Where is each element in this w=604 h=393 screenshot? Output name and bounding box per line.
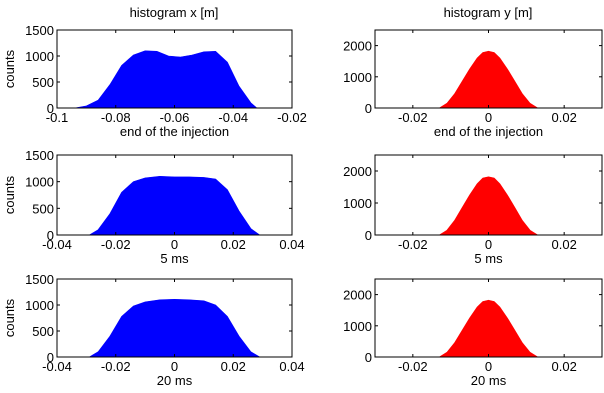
x-tick-label: -0.08	[101, 110, 131, 125]
x-tick-label: 0	[485, 110, 492, 125]
x-axis-label: end of the injection	[120, 124, 229, 139]
x-tick-label: -0.1	[46, 110, 68, 125]
x-axis-label: 20 ms	[471, 373, 507, 388]
y-tick-label: 1000	[25, 298, 54, 313]
x-axis-label: end of the injection	[434, 124, 543, 139]
y-tick-label: 0	[365, 101, 372, 116]
x-tick-label: -0.04	[42, 359, 72, 374]
y-tick-label: 0	[47, 228, 54, 243]
y-tick-label: 1000	[343, 319, 372, 334]
panel-x-0: -0.1 -0.08 -0.06 -0.04 -0.02 0 500 1000 1500 end …	[2, 23, 307, 139]
y-tick-label: 1500	[25, 148, 54, 163]
y-tick-label: 1000	[343, 196, 372, 211]
y-axis-label: counts	[2, 49, 17, 88]
x-axis-label: 5 ms	[474, 251, 503, 266]
x-tick-label: -0.02	[398, 359, 428, 374]
histogram-fill	[88, 175, 261, 236]
y-tick-label: 0	[47, 350, 54, 365]
y-tick-label: 1000	[25, 175, 54, 190]
x-tick-label: 0.02	[552, 110, 577, 125]
x-axis-label: 5 ms	[160, 251, 189, 266]
y-axis-label: counts	[2, 175, 17, 214]
x-tick-label: -0.02	[398, 110, 428, 125]
y-axis-label: counts	[2, 298, 17, 337]
x-tick-label: 0.02	[221, 359, 246, 374]
y-tick-label: 1500	[25, 272, 54, 287]
y-tick-label: 0	[365, 228, 372, 243]
histogram-fill	[438, 299, 539, 358]
x-tick-label: -0.02	[101, 237, 131, 252]
x-tick-label: -0.04	[218, 110, 248, 125]
left-column-title: histogram x [m]	[130, 5, 219, 20]
x-tick-label: -0.04	[42, 237, 72, 252]
x-tick-label: 0	[171, 359, 178, 374]
y-tick-label: 1000	[25, 49, 54, 64]
panel-y-0: -0.02 0 0.02 0 1000 2000 end of the injection	[343, 29, 603, 139]
x-tick-label: 0.02	[552, 359, 577, 374]
y-tick-label: 500	[32, 324, 54, 339]
x-tick-label: 0.04	[279, 237, 304, 252]
histogram-fill	[438, 50, 539, 109]
y-tick-label: 500	[32, 75, 54, 90]
y-tick-label: 2000	[343, 164, 372, 179]
y-tick-label: 2000	[343, 39, 372, 54]
y-tick-label: 1500	[25, 23, 54, 38]
x-tick-label: 0.04	[279, 359, 304, 374]
x-tick-label: -0.06	[160, 110, 190, 125]
y-tick-label: 2000	[343, 288, 372, 303]
y-tick-label: 500	[32, 201, 54, 216]
histogram-fill	[88, 298, 261, 358]
x-tick-label: 0.02	[221, 237, 246, 252]
x-tick-label: 0	[485, 359, 492, 374]
y-tick-label: 1000	[343, 70, 372, 85]
panel-y-1: -0.02 0 0.02 0 1000 2000 5 ms	[343, 154, 603, 266]
panel-x-1: -0.04 -0.02 0 0.02 0.04 0 500 1000 1500 5 ms count…	[2, 148, 305, 266]
x-axis-label: 20 ms	[157, 373, 193, 388]
y-tick-label: 0	[47, 101, 54, 116]
x-tick-label: 0	[485, 237, 492, 252]
x-tick-label: -0.02	[101, 359, 131, 374]
panel-y-2: -0.02 0 0.02 0 1000 2000 20 ms	[343, 278, 603, 388]
x-tick-label: 0	[171, 237, 178, 252]
x-tick-label: -0.02	[398, 237, 428, 252]
right-column-title: histogram y [m]	[444, 5, 533, 20]
x-tick-label: 0.02	[552, 237, 577, 252]
y-tick-label: 0	[365, 350, 372, 365]
panel-x-2: -0.04 -0.02 0 0.02 0.04 0 500 1000 1500 20 ms coun…	[2, 272, 305, 388]
x-tick-label: -0.02	[277, 110, 307, 125]
histogram-fill	[438, 176, 539, 236]
histogram-fill	[74, 50, 258, 109]
